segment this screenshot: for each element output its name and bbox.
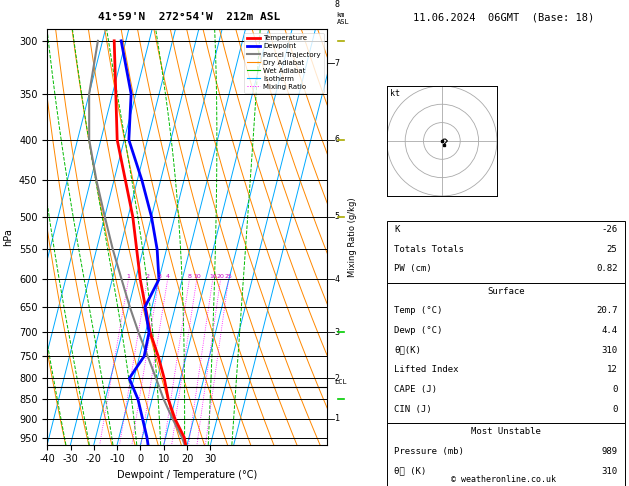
Text: 12: 12 — [607, 365, 618, 375]
Text: 310: 310 — [601, 346, 618, 355]
Text: 2: 2 — [145, 275, 149, 279]
Text: 20: 20 — [216, 275, 225, 279]
Text: 1: 1 — [335, 415, 340, 423]
Text: 310: 310 — [601, 467, 618, 475]
Bar — [387, 221, 625, 283]
Text: 25: 25 — [225, 275, 233, 279]
Text: Mixing Ratio (g/kg): Mixing Ratio (g/kg) — [348, 197, 357, 277]
Text: 0.82: 0.82 — [596, 264, 618, 274]
Text: 16: 16 — [209, 275, 216, 279]
Text: LCL: LCL — [335, 379, 347, 385]
Text: K: K — [394, 225, 399, 234]
Text: θᴇ(K): θᴇ(K) — [394, 346, 421, 355]
Text: PW (cm): PW (cm) — [394, 264, 431, 274]
Text: 4: 4 — [165, 275, 170, 279]
Text: Most Unstable: Most Unstable — [470, 427, 541, 436]
Text: 4.4: 4.4 — [601, 326, 618, 335]
Text: 0: 0 — [612, 405, 618, 414]
Text: 3: 3 — [157, 275, 161, 279]
Text: Totals Totals: Totals Totals — [394, 245, 464, 254]
Text: 1: 1 — [126, 275, 130, 279]
Text: θᴇ (K): θᴇ (K) — [394, 467, 426, 475]
Text: 4: 4 — [335, 275, 340, 284]
Text: CAPE (J): CAPE (J) — [394, 385, 437, 394]
Bar — [387, 423, 625, 486]
Text: km
ASL: km ASL — [337, 12, 349, 25]
Text: 6: 6 — [335, 135, 340, 144]
Text: 20.7: 20.7 — [596, 306, 618, 315]
Text: 11.06.2024  06GMT  (Base: 18): 11.06.2024 06GMT (Base: 18) — [413, 12, 594, 22]
Text: 989: 989 — [601, 447, 618, 456]
Text: CIN (J): CIN (J) — [394, 405, 431, 414]
Text: -26: -26 — [601, 225, 618, 234]
Bar — [387, 283, 625, 423]
Text: © weatheronline.co.uk: © weatheronline.co.uk — [451, 474, 555, 484]
Text: Surface: Surface — [487, 287, 525, 296]
Text: 7: 7 — [335, 58, 340, 68]
Legend: Temperature, Dewpoint, Parcel Trajectory, Dry Adiabat, Wet Adiabat, Isotherm, Mi: Temperature, Dewpoint, Parcel Trajectory… — [244, 33, 323, 93]
Text: 5: 5 — [335, 212, 340, 221]
Text: Dewp (°C): Dewp (°C) — [394, 326, 442, 335]
Text: 3: 3 — [335, 328, 340, 337]
Text: 0: 0 — [612, 385, 618, 394]
Y-axis label: hPa: hPa — [3, 228, 13, 246]
Text: 25: 25 — [607, 245, 618, 254]
Text: 2: 2 — [335, 374, 340, 383]
X-axis label: Dewpoint / Temperature (°C): Dewpoint / Temperature (°C) — [117, 470, 257, 480]
Text: 10: 10 — [193, 275, 201, 279]
Text: 8: 8 — [187, 275, 191, 279]
Text: Pressure (mb): Pressure (mb) — [394, 447, 464, 456]
Text: Lifted Index: Lifted Index — [394, 365, 459, 375]
Text: Temp (°C): Temp (°C) — [394, 306, 442, 315]
Text: 41°59'N  272°54'W  212m ASL: 41°59'N 272°54'W 212m ASL — [97, 12, 280, 22]
Text: kt: kt — [390, 89, 400, 98]
Text: 8: 8 — [335, 0, 340, 9]
